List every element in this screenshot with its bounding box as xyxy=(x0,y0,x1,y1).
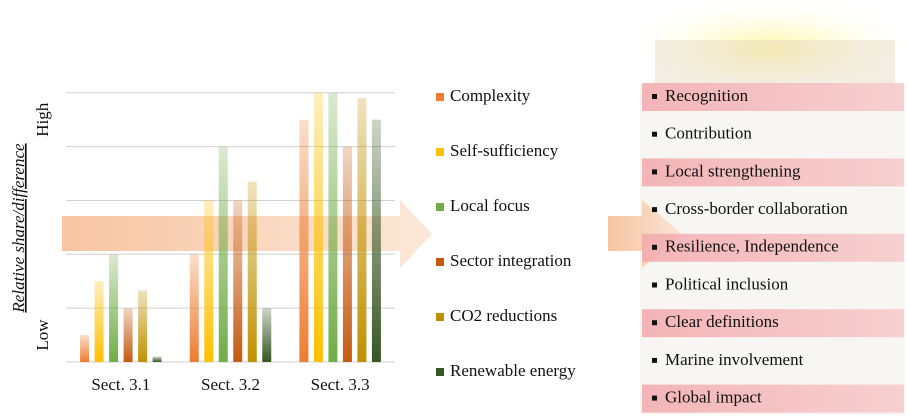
legend-swatch xyxy=(436,93,444,101)
bullet xyxy=(652,358,657,363)
bullet xyxy=(652,396,657,401)
bar xyxy=(233,200,242,362)
legend-label: Self-sufficiency xyxy=(450,141,559,160)
bar xyxy=(80,335,89,362)
list-item: Contribution xyxy=(665,124,752,143)
bar xyxy=(299,120,308,362)
bar xyxy=(95,281,104,362)
bullet xyxy=(652,169,657,174)
list-item: Resilience, Independence xyxy=(665,237,839,256)
list-item: Local strengthening xyxy=(665,161,801,180)
list-item: Marine involvement xyxy=(665,350,804,369)
bar xyxy=(219,147,228,362)
x-tick-label: Sect. 3.1 xyxy=(91,375,150,394)
list-item: Cross-border collaboration xyxy=(665,199,848,218)
x-tick-label: Sect. 3.2 xyxy=(201,375,260,394)
chart: Relative share/difference Complexity Self… xyxy=(0,0,908,417)
y-tick-label: Low xyxy=(33,319,52,351)
bar xyxy=(372,120,381,362)
legend-label: Complexity xyxy=(450,86,531,105)
bar xyxy=(357,98,366,362)
bar xyxy=(124,308,133,362)
bullet xyxy=(652,283,657,288)
legend-swatch xyxy=(436,203,444,211)
bar xyxy=(190,254,199,362)
bar xyxy=(109,254,118,362)
bar xyxy=(328,93,337,362)
legend-swatch xyxy=(436,148,444,156)
bar xyxy=(138,290,147,362)
bar xyxy=(262,308,271,362)
legend-label: CO2 reductions xyxy=(450,306,557,325)
bullet xyxy=(652,245,657,250)
x-tick-label: Sect. 3.3 xyxy=(311,375,370,394)
bar xyxy=(153,357,162,362)
bullet xyxy=(652,207,657,212)
bar xyxy=(343,147,352,362)
bullet xyxy=(652,320,657,325)
bar xyxy=(314,93,323,362)
y-tick-label: High xyxy=(33,102,52,137)
y-axis-title: Relative share/difference xyxy=(9,143,28,314)
bullet xyxy=(652,94,657,99)
legend-label: Local focus xyxy=(450,196,530,215)
legend-label: Renewable energy xyxy=(450,361,576,380)
list-item: Recognition xyxy=(665,86,749,105)
bullet xyxy=(652,132,657,137)
bar xyxy=(248,182,257,362)
legend-swatch xyxy=(436,313,444,321)
bar xyxy=(204,200,213,362)
legend-swatch xyxy=(436,258,444,266)
list-item: Global impact xyxy=(665,388,762,407)
list-item: Clear definitions xyxy=(665,312,779,331)
legend-label: Sector integration xyxy=(450,251,572,270)
list-item: Political inclusion xyxy=(665,274,789,293)
legend-swatch xyxy=(436,368,444,376)
